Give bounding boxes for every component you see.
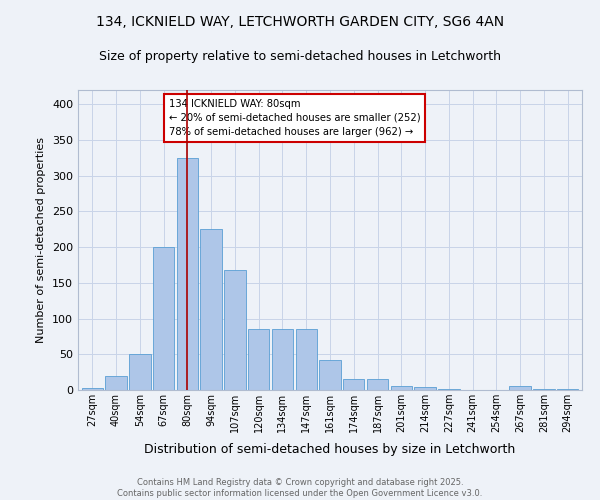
Bar (319, 360, 341, 390)
Text: Contains HM Land Registry data © Crown copyright and database right 2025.
Contai: Contains HM Land Registry data © Crown c… (118, 478, 482, 498)
Bar (272, 330, 293, 390)
Bar (367, 380, 388, 390)
Bar (224, 270, 245, 390)
Text: 134, ICKNIELD WAY, LETCHWORTH GARDEN CITY, SG6 4AN: 134, ICKNIELD WAY, LETCHWORTH GARDEN CIT… (96, 15, 504, 29)
X-axis label: Distribution of semi-detached houses by size in Letchworth: Distribution of semi-detached houses by … (145, 444, 515, 456)
Bar (509, 386, 531, 390)
Bar (343, 380, 364, 390)
Y-axis label: Number of semi-detached properties: Number of semi-detached properties (37, 137, 46, 343)
Bar (200, 230, 222, 390)
Bar (415, 387, 436, 390)
Text: 134 ICKNIELD WAY: 80sqm
← 20% of semi-detached houses are smaller (252)
78% of s: 134 ICKNIELD WAY: 80sqm ← 20% of semi-de… (169, 99, 421, 137)
Text: Size of property relative to semi-detached houses in Letchworth: Size of property relative to semi-detach… (99, 50, 501, 63)
Bar (533, 388, 554, 390)
Bar (129, 354, 151, 390)
Bar (296, 330, 317, 390)
Bar (248, 330, 269, 390)
Bar (391, 386, 412, 390)
Bar (153, 247, 174, 390)
Bar (106, 376, 127, 390)
Bar (82, 388, 103, 390)
Bar (176, 158, 198, 390)
